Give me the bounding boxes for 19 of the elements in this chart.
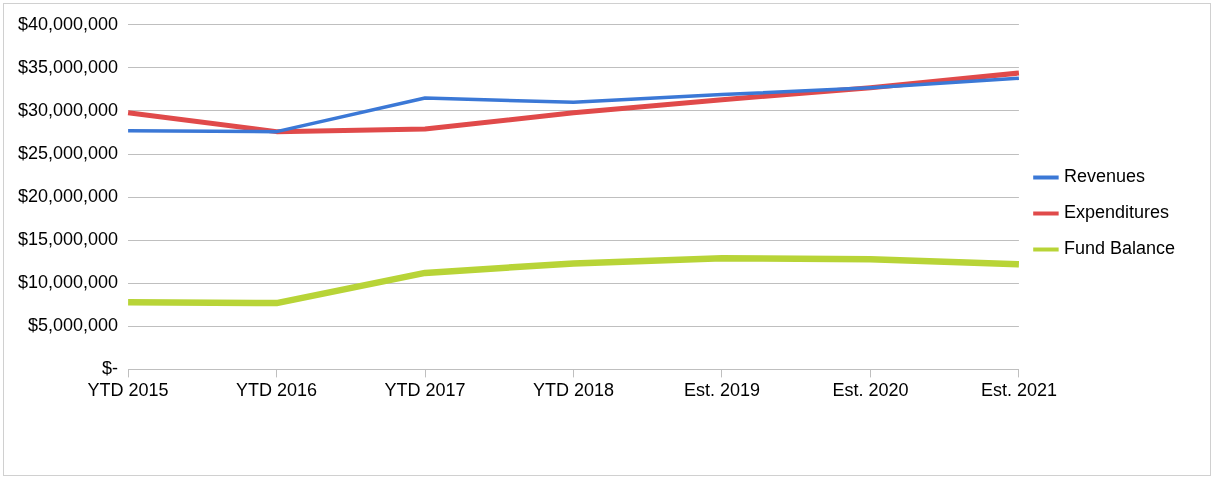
y-tick-label: $- (102, 358, 119, 379)
legend-label: Expenditures (1063, 202, 1169, 223)
legend-label: Revenues (1063, 166, 1145, 187)
x-tick-label: Est. 2019 (683, 380, 761, 401)
legend-label: Fund Balance (1063, 238, 1175, 259)
y-tick-label: $20,000,000 (17, 186, 119, 207)
x-tick-label: YTD 2018 (532, 380, 615, 401)
x-tick-label: YTD 2015 (87, 380, 169, 401)
y-tick-label: $25,000,000 (17, 142, 119, 163)
x-tick-label: YTD 2017 (384, 380, 466, 401)
x-tick-label: Est. 2020 (832, 380, 909, 401)
y-tick-label: $30,000,000 (17, 99, 119, 120)
y-tick-label: $40,000,000 (17, 13, 119, 34)
y-tick-label: $5,000,000 (28, 315, 119, 336)
y-tick-label: $35,000,000 (17, 56, 119, 77)
x-tick-label: Est. 2021 (980, 380, 1057, 401)
y-tick-label: $10,000,000 (17, 272, 119, 293)
y-tick-label: $15,000,000 (17, 229, 119, 250)
x-tick-label: YTD 2016 (236, 380, 318, 401)
